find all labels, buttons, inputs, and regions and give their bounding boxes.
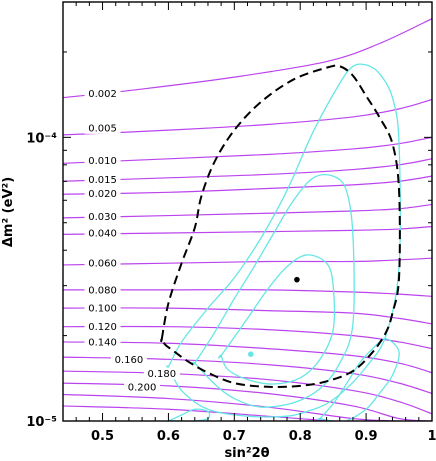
iso-label-0-060: 0.060 [88,259,117,270]
combined-region-group [160,64,401,388]
allowed-region-contour-3 [218,254,336,385]
iso-label-background [84,121,121,134]
iso-label-background [84,283,121,296]
iso-line-0-140 [63,341,432,374]
iso-line-0-040 [63,225,432,235]
iso-line-0-100 [63,307,432,325]
iso-label-group: 0.002 0.005 0.010 0.015 0.020 0.030 0.040 0.060… [84,87,180,393]
iso-label-background [84,257,121,270]
best-fit-point-allowed [247,351,254,357]
y-axis-title: Δm² (eV²) [1,177,16,247]
iso-label-background [124,380,161,393]
x-tick-label: 0.7 [223,429,246,444]
iso-label-background [84,335,121,348]
x-tick-label: 1 [427,429,436,444]
iso-label-0-080: 0.080 [88,285,117,296]
iso-label-background [84,210,121,223]
iso-line-0-002 [63,18,432,99]
combined-region-contour [160,64,401,388]
iso-label-0-002: 0.002 [88,89,117,100]
allowed-region-contour-2 [191,174,355,408]
iso-label-background [110,353,147,366]
iso-label-background [84,302,121,315]
iso-line-0-005 [63,98,432,136]
x-tick-labels: 0.5 0.6 0.7 0.8 0.9 1 [91,429,436,444]
iso-line-0-120 [63,325,432,350]
iso-label-background [84,320,121,333]
iso-label-background [143,367,180,380]
x-tick-label: 0.8 [289,429,312,444]
iso-label-0-010: 0.010 [88,156,117,167]
plot-frame [62,1,433,422]
y-tick-label: 10⁻⁵ [26,415,57,430]
iso-label-0-200: 0.200 [128,382,157,393]
allowed-region-contour-4 [317,338,400,421]
iso-label-0-030: 0.030 [88,212,117,223]
iso-label-0-015: 0.015 [88,175,117,186]
iso-line-unlabeled-15 [63,393,426,421]
iso-label-0-180: 0.180 [148,369,177,380]
x-tick-label: 0.6 [157,429,180,444]
x-axis-title: sin²2θ [224,446,269,461]
allowed-region-contour-1 [166,63,401,418]
x-tick-label: 0.5 [91,429,114,444]
best-fit-point-combined [294,276,300,283]
iso-label-0-140: 0.140 [88,337,117,348]
iso-label-background [84,154,121,167]
iso-label-0-120: 0.120 [88,322,117,333]
iso-label-0-005: 0.005 [88,123,117,134]
iso-label-background [84,173,121,186]
x-tick-label: 0.9 [355,429,378,444]
best-fit-point-group [247,276,300,357]
iso-label-background [84,227,121,240]
iso-label-0-100: 0.100 [88,304,117,315]
iso-label-0-160: 0.160 [115,355,144,366]
y-tick-labels: 10⁻⁴ 10⁻⁵ [26,131,57,430]
iso-label-background [84,87,121,100]
iso-label-0-020: 0.020 [88,189,117,200]
iso-line-unlabeled-16 [63,405,367,421]
y-tick-label: 10⁻⁴ [26,131,57,146]
iso-line-0-080 [63,289,432,297]
iso-label-background [84,187,121,200]
iso-label-0-040: 0.040 [88,229,117,240]
allowed-region-group [166,63,401,421]
